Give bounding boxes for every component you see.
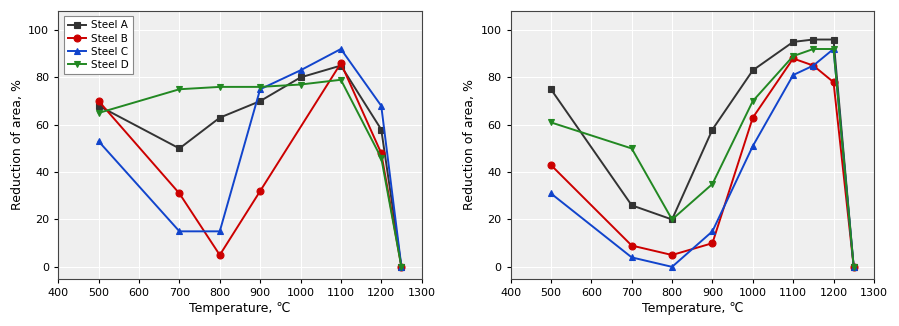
Steel D (707, 182, 717, 186)
Steel C (174, 230, 185, 233)
Steel D (828, 47, 839, 51)
Steel B (747, 116, 758, 120)
Line: Steel C: Steel C (95, 46, 405, 270)
Steel A (254, 99, 265, 103)
Steel D (254, 85, 265, 89)
Steel A (808, 37, 819, 41)
Steel D (546, 120, 556, 124)
Steel A (295, 75, 306, 79)
Steel B (808, 64, 819, 67)
Steel D (214, 85, 225, 89)
Steel C (376, 104, 387, 108)
Legend: Steel A, Steel B, Steel C, Steel D: Steel A, Steel B, Steel C, Steel D (64, 16, 132, 74)
Steel A (93, 104, 104, 108)
Steel B (828, 80, 839, 84)
Line: Steel C: Steel C (547, 46, 857, 270)
Line: Steel D: Steel D (547, 46, 857, 270)
Steel B (214, 253, 225, 257)
Steel A (667, 217, 678, 221)
Y-axis label: Reduction of area, %: Reduction of area, % (11, 80, 24, 210)
Steel D (396, 265, 407, 269)
Line: Steel A: Steel A (95, 62, 405, 270)
Steel B (396, 265, 407, 269)
Steel C (707, 230, 717, 233)
Steel B (174, 191, 185, 195)
Steel D (667, 217, 678, 221)
Steel C (546, 191, 556, 195)
Steel D (295, 82, 306, 86)
Steel B (788, 56, 798, 60)
Steel D (808, 47, 819, 51)
Steel D (627, 146, 637, 150)
Steel A (396, 265, 407, 269)
Line: Steel B: Steel B (547, 55, 857, 270)
Steel A (707, 127, 717, 131)
Steel B (849, 265, 859, 269)
Steel C (828, 47, 839, 51)
Steel D (174, 87, 185, 91)
Steel D (93, 111, 104, 115)
Steel A (335, 64, 346, 67)
Steel D (335, 78, 346, 82)
Steel B (707, 241, 717, 245)
Steel A (546, 87, 556, 91)
Steel A (214, 116, 225, 120)
Steel A (849, 265, 859, 269)
Steel C (335, 47, 346, 51)
Steel B (546, 163, 556, 167)
Steel D (376, 156, 387, 160)
Steel C (849, 265, 859, 269)
Steel D (747, 99, 758, 103)
Steel C (396, 265, 407, 269)
Steel B (627, 244, 637, 247)
Steel B (254, 189, 265, 193)
Steel B (376, 151, 387, 155)
Steel B (93, 99, 104, 103)
Steel C (627, 256, 637, 259)
Steel C (808, 64, 819, 67)
Steel C (788, 73, 798, 77)
Steel C (214, 230, 225, 233)
Steel A (747, 68, 758, 72)
Steel A (174, 146, 185, 150)
Line: Steel A: Steel A (547, 36, 857, 270)
Steel B (667, 253, 678, 257)
Steel A (627, 203, 637, 207)
Steel A (828, 37, 839, 41)
Line: Steel B: Steel B (95, 60, 405, 270)
Steel C (295, 68, 306, 72)
Steel A (376, 127, 387, 131)
Steel C (747, 144, 758, 148)
Line: Steel D: Steel D (95, 76, 405, 270)
Steel D (849, 265, 859, 269)
Steel A (788, 40, 798, 44)
Steel B (335, 61, 346, 65)
Y-axis label: Reduction of area, %: Reduction of area, % (463, 80, 476, 210)
X-axis label: Temperature, ℃: Temperature, ℃ (190, 302, 290, 315)
Steel C (667, 265, 678, 269)
X-axis label: Temperature, ℃: Temperature, ℃ (642, 302, 743, 315)
Steel D (788, 54, 798, 58)
Steel C (254, 87, 265, 91)
Steel C (93, 140, 104, 143)
